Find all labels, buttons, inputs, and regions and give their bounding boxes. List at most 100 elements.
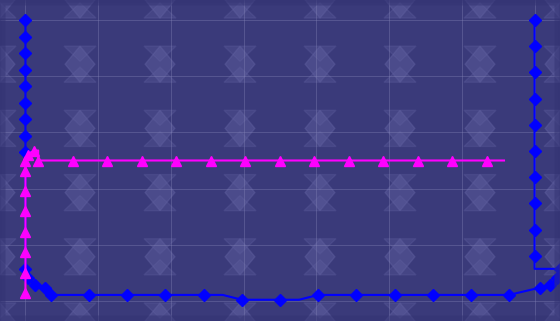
Polygon shape <box>0 0 15 18</box>
Polygon shape <box>65 110 95 146</box>
Polygon shape <box>64 303 96 318</box>
Polygon shape <box>144 110 176 126</box>
Polygon shape <box>304 195 336 211</box>
Polygon shape <box>145 239 175 275</box>
Polygon shape <box>305 0 335 18</box>
Polygon shape <box>224 175 256 190</box>
Polygon shape <box>385 303 415 321</box>
Polygon shape <box>225 303 255 321</box>
Polygon shape <box>144 195 176 211</box>
Polygon shape <box>384 3 416 18</box>
Polygon shape <box>144 131 176 146</box>
Polygon shape <box>304 260 336 275</box>
Polygon shape <box>64 46 96 61</box>
Polygon shape <box>144 303 176 318</box>
Polygon shape <box>464 46 496 61</box>
Polygon shape <box>464 3 496 18</box>
Polygon shape <box>544 46 560 61</box>
Polygon shape <box>145 175 175 211</box>
Polygon shape <box>0 110 15 146</box>
Polygon shape <box>384 46 416 61</box>
Polygon shape <box>224 3 256 18</box>
Polygon shape <box>304 3 336 18</box>
Polygon shape <box>384 110 416 126</box>
Polygon shape <box>465 175 495 211</box>
Polygon shape <box>225 0 255 18</box>
Polygon shape <box>0 46 15 82</box>
Polygon shape <box>65 46 95 82</box>
Polygon shape <box>465 0 495 18</box>
Polygon shape <box>464 260 496 275</box>
Polygon shape <box>544 303 560 318</box>
Polygon shape <box>144 46 176 61</box>
Polygon shape <box>385 239 415 275</box>
Polygon shape <box>224 46 256 61</box>
Polygon shape <box>145 46 175 82</box>
Polygon shape <box>544 239 560 254</box>
Polygon shape <box>305 110 335 146</box>
Polygon shape <box>0 303 16 318</box>
Polygon shape <box>385 0 415 18</box>
Polygon shape <box>465 239 495 275</box>
Polygon shape <box>545 0 560 18</box>
Polygon shape <box>464 175 496 190</box>
Polygon shape <box>64 3 96 18</box>
Polygon shape <box>224 195 256 211</box>
Polygon shape <box>144 260 176 275</box>
Polygon shape <box>385 46 415 82</box>
Polygon shape <box>305 303 335 321</box>
Polygon shape <box>0 239 15 275</box>
Polygon shape <box>385 110 415 146</box>
Polygon shape <box>0 131 16 146</box>
Polygon shape <box>544 3 560 18</box>
Polygon shape <box>464 195 496 211</box>
Polygon shape <box>464 303 496 318</box>
Polygon shape <box>224 110 256 126</box>
Polygon shape <box>225 46 255 82</box>
Polygon shape <box>0 175 16 190</box>
Polygon shape <box>544 110 560 126</box>
Polygon shape <box>64 67 96 82</box>
Polygon shape <box>145 110 175 146</box>
Polygon shape <box>65 303 95 321</box>
Polygon shape <box>304 46 336 61</box>
Polygon shape <box>305 239 335 275</box>
Polygon shape <box>0 3 16 18</box>
Polygon shape <box>305 46 335 82</box>
Polygon shape <box>464 67 496 82</box>
Polygon shape <box>544 260 560 275</box>
Polygon shape <box>64 239 96 254</box>
Polygon shape <box>465 110 495 146</box>
Polygon shape <box>545 175 560 211</box>
Polygon shape <box>385 175 415 211</box>
Polygon shape <box>304 131 336 146</box>
Polygon shape <box>545 46 560 82</box>
Polygon shape <box>225 175 255 211</box>
Polygon shape <box>64 260 96 275</box>
Polygon shape <box>65 175 95 211</box>
Polygon shape <box>304 67 336 82</box>
Polygon shape <box>0 110 16 126</box>
Polygon shape <box>224 303 256 318</box>
Polygon shape <box>224 260 256 275</box>
Polygon shape <box>304 239 336 254</box>
Polygon shape <box>384 131 416 146</box>
Polygon shape <box>224 67 256 82</box>
Polygon shape <box>384 67 416 82</box>
Polygon shape <box>144 3 176 18</box>
Polygon shape <box>144 239 176 254</box>
Polygon shape <box>0 46 16 61</box>
Polygon shape <box>464 239 496 254</box>
Polygon shape <box>545 239 560 275</box>
Polygon shape <box>304 175 336 190</box>
Polygon shape <box>145 303 175 321</box>
Polygon shape <box>64 175 96 190</box>
Polygon shape <box>465 303 495 321</box>
Polygon shape <box>64 110 96 126</box>
Polygon shape <box>0 260 16 275</box>
Polygon shape <box>144 67 176 82</box>
Polygon shape <box>0 67 16 82</box>
Polygon shape <box>0 195 16 211</box>
Polygon shape <box>384 303 416 318</box>
Polygon shape <box>0 303 15 321</box>
